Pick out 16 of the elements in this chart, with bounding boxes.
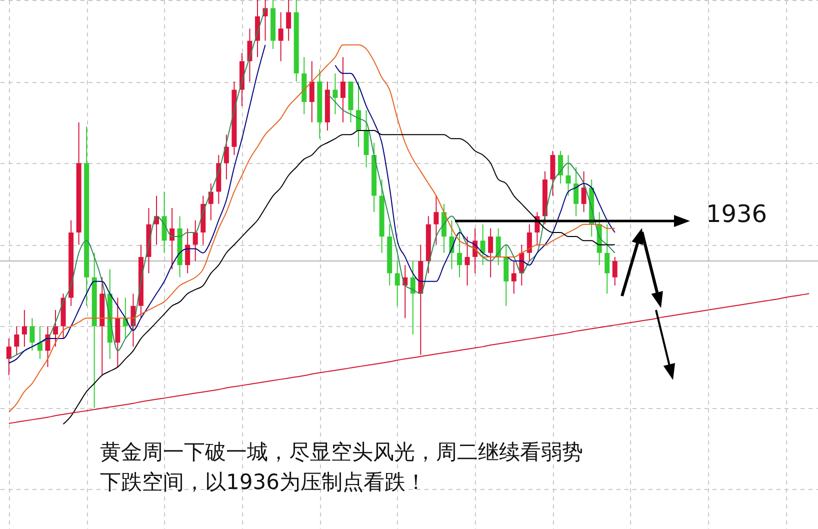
candlestick — [309, 60, 314, 123]
candlestick — [22, 309, 27, 348]
annotation: 1936 — [706, 200, 768, 228]
candlestick — [14, 326, 20, 356]
text: 下跌空间，以1936为压制点看跌！ — [100, 469, 426, 496]
candlestick — [278, 12, 284, 62]
candlestick — [192, 220, 198, 262]
candlestick — [185, 228, 190, 274]
candlestick — [37, 326, 42, 360]
candlestick — [208, 183, 214, 221]
candlestick — [30, 318, 35, 352]
candlestick — [6, 338, 12, 376]
candlestick — [53, 309, 58, 348]
text: 黄金周一下破一城，尽显空头风光，周二继续看弱势 — [100, 439, 583, 466]
candlestick — [286, 0, 292, 42]
candlestick — [224, 134, 229, 180]
